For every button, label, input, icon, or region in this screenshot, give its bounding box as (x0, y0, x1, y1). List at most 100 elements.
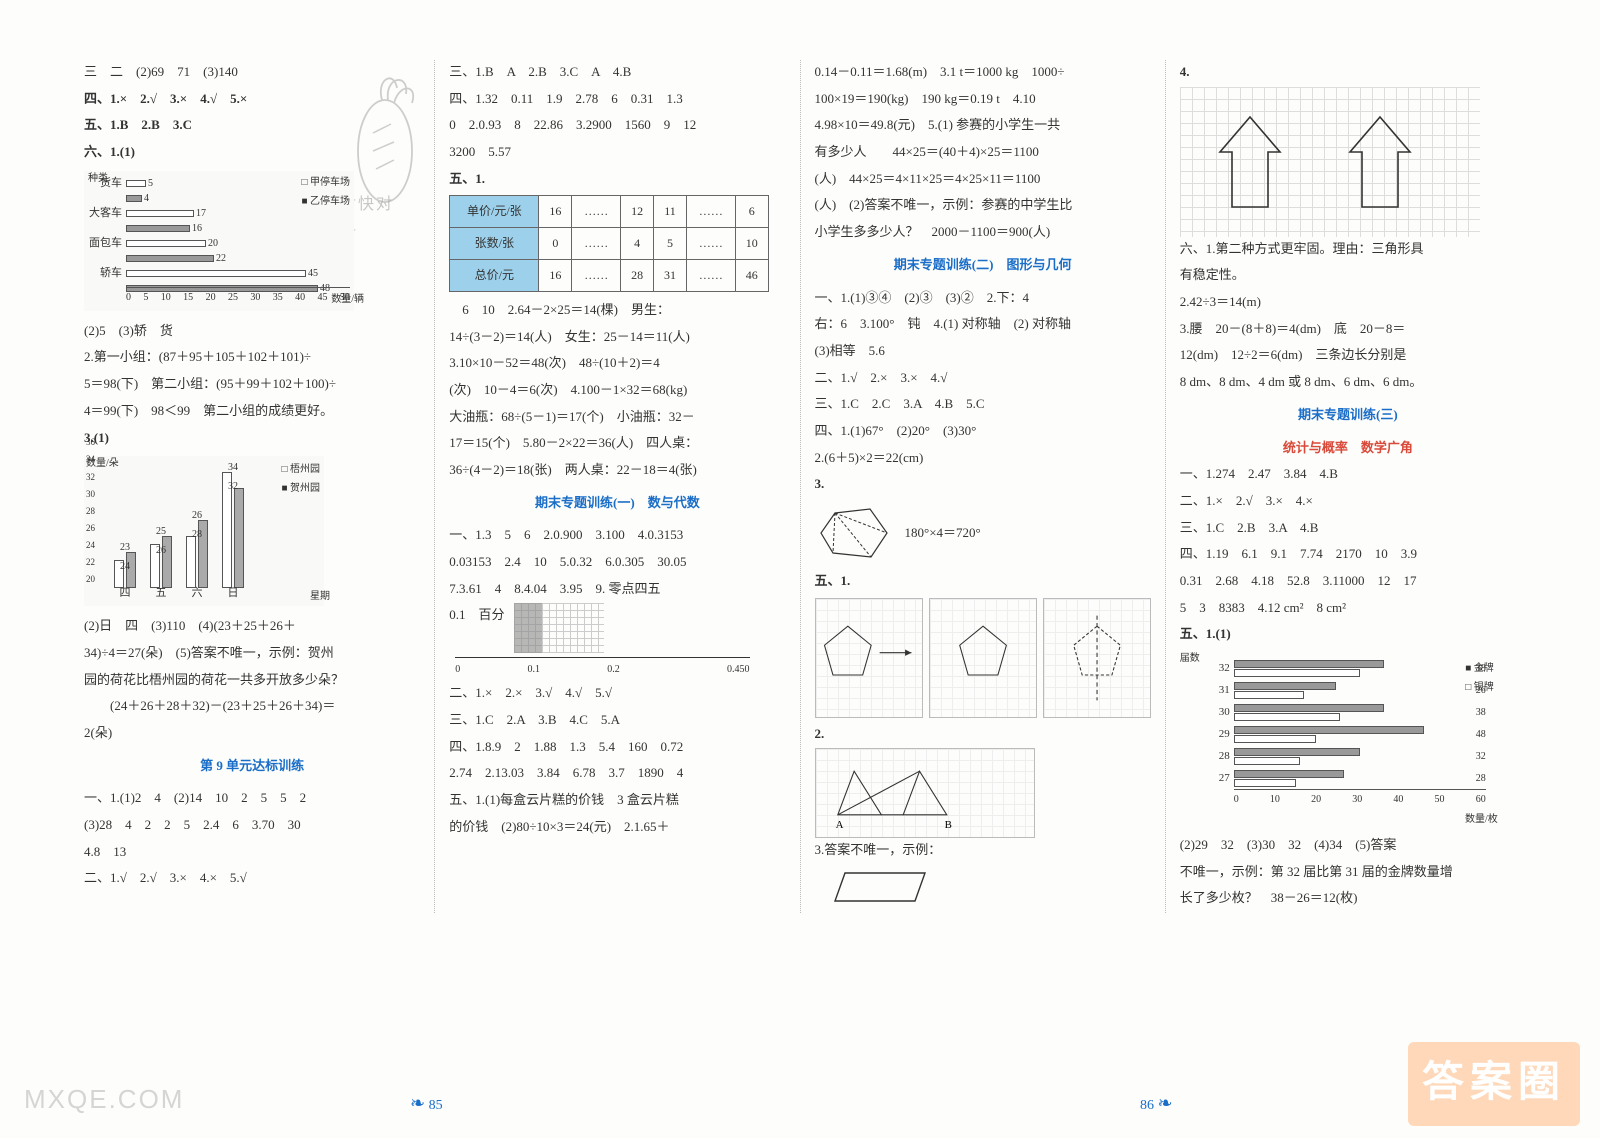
c1-l9: 3.(1) (84, 426, 420, 451)
hbar-chart-parking: □ 甲停车场 ■ 乙停车场 种类 货车5 4 大客车17 16 面包车20 22… (84, 171, 354, 311)
c2-l14: 0.03153 2.4 10 5.0.32 6.0.305 30.05 (449, 550, 785, 575)
c3-l6: (人) (2)答案不唯一，示例：参赛的中学生比 (815, 193, 1151, 218)
c4-l3: 有稳定性。 (1180, 263, 1516, 288)
c3-l17: 2. (815, 722, 1151, 747)
c2-l4: 3200 5.57 (449, 140, 785, 165)
geom-panel-3 (1043, 598, 1151, 718)
c4-l12: 0.31 2.68 4.18 52.8 3.11000 12 17 (1180, 569, 1516, 594)
geom-panel-1 (815, 598, 923, 718)
c1-l4: 六、1.(1) (84, 140, 420, 165)
medal-xaxis: 0102030405060 (1234, 789, 1486, 809)
hex-equation: 180°×4＝720° (905, 521, 981, 546)
medal-bar-chart: 届数 ■ 金牌 □ 银牌 3238 3126 3038 2948 2832 27… (1180, 653, 1490, 827)
c2-l8: 3.10×10－52＝48(次) 48÷(10＋2)＝4 (449, 351, 785, 376)
c4-l8: 一、1.274 2.47 3.84 4.B (1180, 462, 1516, 487)
c1-l7: 5＝98(下) 第二小组：(95＋99＋102＋100)÷ (84, 372, 420, 397)
c3-l15: 3. (815, 472, 1151, 497)
c1-l10: (2)日 四 (3)110 (4)(23＋25＋26＋ (84, 614, 420, 639)
c4-l4: 2.42÷3＝14(m) (1180, 290, 1516, 315)
hbar-xaxis: 05101520253035404550 (126, 287, 350, 307)
c2-l12: 36÷(4－2)＝18(张) 两人桌：22－18＝4(张) (449, 458, 785, 483)
vbar-chart-flowers: 数量/朵 □ 梧州园 ■ 贺州园 202224262830323436 23 2… (84, 456, 324, 606)
mxqe-watermark: MXQE.COM (24, 1075, 184, 1124)
hundredths-grid-icon (514, 603, 604, 653)
c2-l16: 0.1 百分 (449, 603, 785, 653)
c2-l10: 大油瓶：68÷(5－1)＝17(个) 小油瓶：32－ (449, 405, 785, 430)
c1-l15: 一、1.(1)2 4 (2)14 10 2 5 5 2 (84, 786, 420, 811)
c4-l16: 不唯一，示例：第 32 届比第 31 届的金牌数量增 (1180, 860, 1516, 885)
column-1: 三 二 (2)69 71 (3)140 四、1.× 2.√ 3.× 4.√ 5.… (70, 60, 434, 913)
c2-heading-final1: 期末专题训练(一) 数与代数 (449, 491, 785, 516)
parallelogram-icon (815, 865, 935, 909)
c4-l17: 长了多少枚？ 38－26＝12(枚) (1180, 886, 1516, 911)
number-line: 0 0.1 0.2 0.450 (455, 657, 749, 679)
c3-l13: 四、1.(1)67° (2)20° (3)30° (815, 419, 1151, 444)
svg-text:B: B (944, 819, 951, 831)
c4-l1: 4. (1180, 60, 1516, 85)
c2-l1: 三、1.B A 2.B 3.C A 4.B (449, 60, 785, 85)
c4-l13: 5 3 8383 4.12 cm² 8 cm² (1180, 596, 1516, 621)
c1-l2: 四、1.× 2.√ 3.× 4.√ 5.× (84, 87, 420, 112)
c4-l10: 三、1.C 2.B 3.A 4.B (1180, 516, 1516, 541)
pentagon-icon (816, 599, 922, 717)
c2-l21: 五、1.(1)每盒云片糕的价钱 3 盒云片糕 (449, 788, 785, 813)
c2-l13: 一、1.3 5 6 2.0.900 3.100 4.0.3153 (449, 523, 785, 548)
c3-l18: 3.答案不唯一，示例： (815, 838, 1151, 863)
triangle-translate-panel: AB (815, 748, 1035, 838)
c2-l20: 2.74 2.13.03 3.84 6.78 3.7 1890 4 (449, 761, 785, 786)
price-table: 单价/元/张16……1211……6 张数/张0……45……10 总价/元16……… (449, 195, 768, 291)
c4-heading-final3a: 期末专题训练(三) (1180, 403, 1516, 428)
column-2: 三、1.B A 2.B 3.C A 4.B 四、1.32 0.11 1.9 2.… (434, 60, 799, 913)
column-3: 0.14－0.11＝1.68(m) 3.1 t＝1000 kg 1000÷ 10… (800, 60, 1165, 913)
medal-ylabel: 届数 (1180, 649, 1200, 668)
c3-l3: 4.98×10＝49.8(元) 5.(1) 参赛的小学生一共 (815, 113, 1151, 138)
c4-l11: 四、1.19 6.1 9.1 7.74 2170 10 3.9 (1180, 542, 1516, 567)
c2-l3: 0 2.0.93 8 22.86 3.2900 1560 9 12 (449, 113, 785, 138)
c1-l11: 34)÷4＝27(朵) (5)答案不唯一，示例：贺州 (84, 641, 420, 666)
legend-b: 乙停车场 (310, 196, 350, 207)
double-arrow-icon (1180, 87, 1480, 237)
c3-l14: 2.(6＋5)×2＝22(cm) (815, 446, 1151, 471)
c1-l13: (24＋26＋28＋32)－(23＋25＋26＋34)＝ (84, 694, 420, 719)
c1-l5: (2)5 (3)轿 货 (84, 319, 420, 344)
c2-l5: 五、1. (449, 167, 785, 192)
leaf-icon: ❧ (1158, 1093, 1173, 1113)
c3-l7: 小学生多多少人？ 2000－1100＝900(人) (815, 220, 1151, 245)
pentagon-dashed-icon (1044, 599, 1150, 717)
c1-l18: 二、1.√ 2.√ 3.× 4.× 5.√ (84, 866, 420, 891)
c3-l5: (人) 44×25＝4×11×25＝4×25×11＝1100 (815, 167, 1151, 192)
geometry-grid-row (815, 598, 1151, 718)
c2-l18: 三、1.C 2.A 3.B 4.C 5.A (449, 708, 785, 733)
c3-l1: 0.14－0.11＝1.68(m) 3.1 t＝1000 kg 1000÷ (815, 60, 1151, 85)
c2-l11: 17＝15(个) 5.80－2×22＝36(人) 四人桌： (449, 431, 785, 456)
c1-l12: 园的荷花比梧州园的荷花一共多开放多少朵？ (84, 668, 420, 693)
legend-a: 甲停车场 (310, 177, 350, 188)
hexagon-angle-figure: 180°×4＝720° (815, 503, 1151, 563)
c2-l6: 6 10 2.64－2×25＝14(棵) 男生： (449, 298, 785, 323)
c4-l9: 二、1.× 2.√ 3.× 4.× (1180, 489, 1516, 514)
c1-heading-unit9: 第 9 单元达标训练 (84, 754, 420, 779)
c2-l17: 二、1.× 2.× 3.√ 4.√ 5.√ (449, 681, 785, 706)
daan-watermark: 答案圈 (1408, 1042, 1580, 1126)
c4-heading-final3b: 统计与概率 数学广角 (1180, 436, 1516, 461)
c3-l16: 五、1. (815, 569, 1151, 594)
c1-l1: 三 二 (2)69 71 (3)140 (84, 60, 420, 85)
leaf-icon: ❧ (410, 1093, 425, 1113)
c3-heading-final2: 期末专题训练(二) 图形与几何 (815, 253, 1151, 278)
vbar-xlabel: 星期 (310, 587, 330, 606)
c2-l9: (次) 10－4＝6(次) 4.100－1×32＝68(kg) (449, 378, 785, 403)
c2-l2: 四、1.32 0.11 1.9 2.78 6 0.31 1.3 (449, 87, 785, 112)
c1-l14: 2(朵) (84, 721, 420, 746)
c2-l7: 14÷(3－2)＝14(人) 女生：25－14＝11(人) (449, 325, 785, 350)
c4-l15: (2)29 32 (3)30 32 (4)34 (5)答案 (1180, 833, 1516, 858)
c4-l2: 六、1.第二种方式更牢固。理由：三角形具 (1180, 237, 1516, 262)
medal-xlabel: 数量/枚 (1465, 810, 1498, 829)
c4-l7: 8 dm、8 dm、4 dm 或 8 dm、6 dm、6 dm。 (1180, 370, 1516, 395)
c1-l16: (3)28 4 2 2 5 2.4 6 3.70 30 (84, 813, 420, 838)
geom-panel-2 (929, 598, 1037, 718)
c1-l17: 4.8 13 (84, 840, 420, 865)
c4-l6: 12(dm) 12÷2＝6(dm) 三条边长分别是 (1180, 343, 1516, 368)
c3-l12: 三、1.C 2.C 3.A 4.B 5.C (815, 392, 1151, 417)
c3-l11: 二、1.√ 2.× 3.× 4.√ (815, 366, 1151, 391)
page-number-left: ❧ 85 (410, 1086, 443, 1120)
